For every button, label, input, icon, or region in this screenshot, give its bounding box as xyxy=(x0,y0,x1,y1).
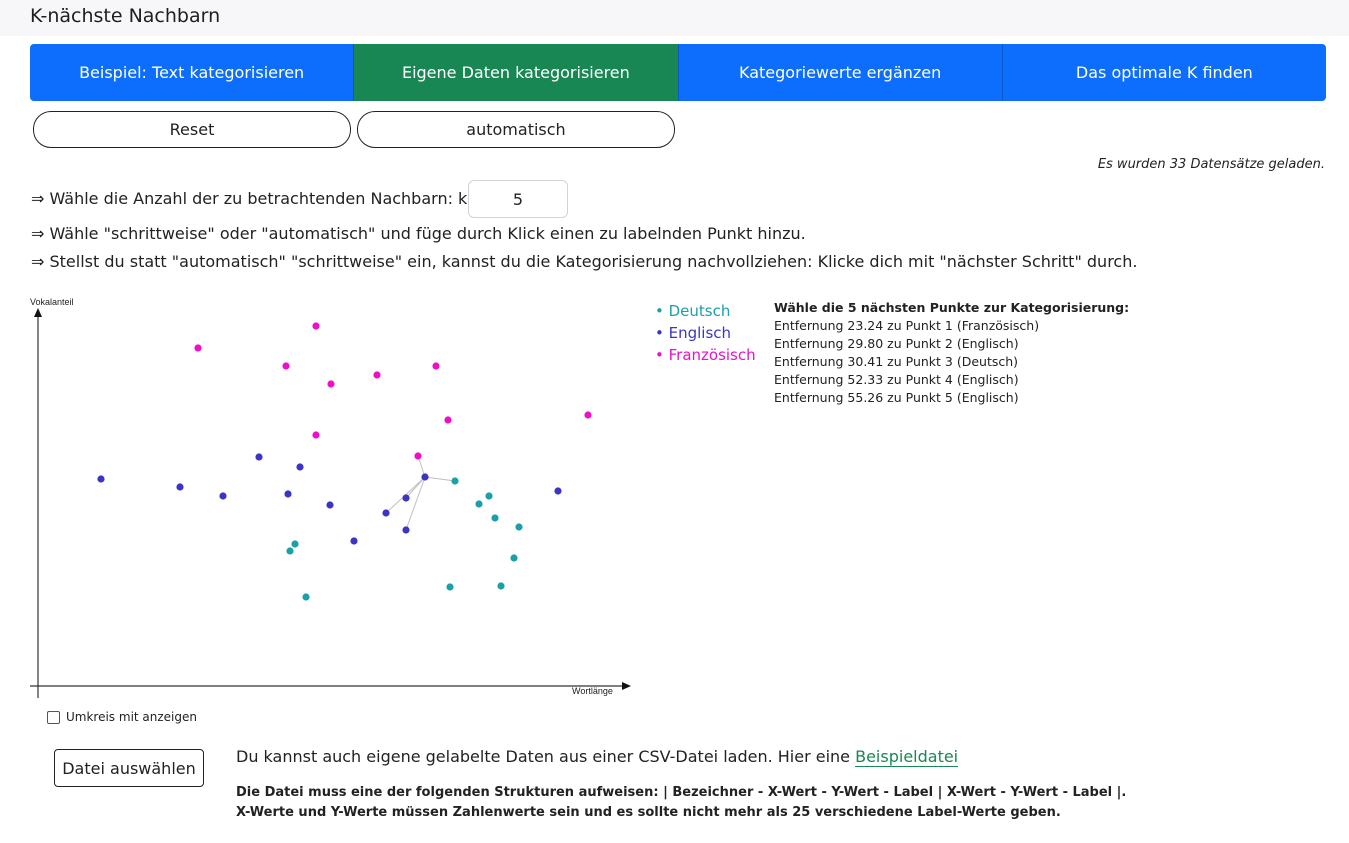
data-point-französisch xyxy=(584,411,592,419)
status-text: Es wurden 33 Datensätze geladen. xyxy=(1097,157,1325,172)
data-point-französisch xyxy=(312,431,320,439)
umkreis-option[interactable]: Umkreis mit anzeigen xyxy=(47,710,197,724)
legend-item-deutsch: • Deutsch xyxy=(655,302,731,320)
y-axis-label: Vokalanteil xyxy=(30,297,74,307)
data-point-englisch xyxy=(284,490,292,498)
data-point-englisch xyxy=(296,463,304,471)
data-point-englisch xyxy=(350,537,358,545)
data-point-deutsch xyxy=(286,547,294,555)
data-point-englisch xyxy=(382,509,390,517)
page-title: K-nächste Nachbarn xyxy=(30,5,221,27)
csv-info-label: Du kannst auch eigene gelabelte Daten au… xyxy=(236,747,851,766)
data-point-deutsch xyxy=(451,477,459,485)
legend-item-englisch: • Englisch xyxy=(655,324,732,342)
umkreis-checkbox[interactable] xyxy=(47,710,60,724)
data-point-deutsch xyxy=(291,540,299,548)
csv-info-text: Du kannst auch eigene gelabelte Daten au… xyxy=(236,747,959,767)
file-value-rule: X-Werte und Y-Werte müssen Zahlenwerte s… xyxy=(236,805,1061,820)
tab-example-text[interactable]: Beispiel: Text kategorisieren xyxy=(30,44,355,101)
neighbor-results: Wähle die 5 nächsten Punkte zur Kategori… xyxy=(774,299,1129,407)
instruction-step2: ⇒ Stellst du statt "automatisch" "schrit… xyxy=(31,252,1138,271)
file-structure-rule: Die Datei muss eine der folgenden Strukt… xyxy=(236,785,1127,800)
data-point-deutsch xyxy=(475,500,483,508)
instruction-step1: ⇒ Wähle "schrittweise" oder "automatisch… xyxy=(31,224,806,243)
mode-toggle-button[interactable]: automatisch xyxy=(357,111,675,148)
result-line: Entfernung 29.80 zu Punkt 2 (Englisch) xyxy=(774,336,1019,351)
data-point-englisch xyxy=(97,475,105,483)
data-point-französisch xyxy=(312,322,320,330)
result-line: Entfernung 23.24 zu Punkt 1 (Französisch… xyxy=(774,318,1040,333)
example-file-link[interactable]: Beispieldatei xyxy=(855,747,959,767)
data-point-englisch xyxy=(402,494,410,502)
legend-label-franzoesisch: Französisch xyxy=(668,346,756,364)
chart-legend: • Deutsch • Englisch • Französisch xyxy=(655,300,756,366)
tab-optimal-k[interactable]: Das optimale K finden xyxy=(1002,44,1326,101)
x-axis-arrow xyxy=(622,682,631,690)
tab-bar: Beispiel: Text kategorisieren Eigene Dat… xyxy=(30,44,1326,101)
header-bar: K-nächste Nachbarn xyxy=(0,0,1349,36)
data-point-deutsch xyxy=(485,492,493,500)
result-line: Entfernung 30.41 zu Punkt 3 (Deutsch) xyxy=(774,354,1019,369)
data-point-französisch xyxy=(194,344,202,352)
data-point-französisch xyxy=(432,362,440,370)
data-point-englisch xyxy=(554,487,562,495)
legend-item-franzoesisch: • Französisch xyxy=(655,346,756,364)
data-point-englisch xyxy=(326,501,334,509)
data-point-französisch xyxy=(282,362,290,370)
tab-own-data[interactable]: Eigene Daten kategorisieren xyxy=(354,44,679,101)
data-point-deutsch xyxy=(491,514,499,522)
data-point-deutsch xyxy=(302,593,310,601)
data-point-englisch xyxy=(219,492,227,500)
results-heading: Wähle die 5 nächsten Punkte zur Kategori… xyxy=(774,300,1130,315)
neighbor-line xyxy=(405,476,426,531)
k-input[interactable]: 5 xyxy=(468,180,568,218)
neighbor-line xyxy=(424,476,456,482)
data-point-deutsch xyxy=(446,583,454,591)
data-point-deutsch xyxy=(515,523,523,531)
query-point xyxy=(421,473,429,481)
data-point-englisch xyxy=(402,526,410,534)
data-point-englisch xyxy=(176,483,184,491)
legend-label-englisch: Englisch xyxy=(668,324,732,342)
result-line: Entfernung 52.33 zu Punkt 4 (Englisch) xyxy=(774,372,1019,387)
data-point-deutsch xyxy=(510,554,518,562)
umkreis-label: Umkreis mit anzeigen xyxy=(66,710,197,724)
data-point-französisch xyxy=(373,371,381,379)
legend-label-deutsch: Deutsch xyxy=(668,302,731,320)
data-point-französisch xyxy=(444,416,452,424)
x-axis-label: Wortlänge xyxy=(572,686,613,696)
file-select-button[interactable]: Datei auswählen xyxy=(54,749,204,787)
reset-button[interactable]: Reset xyxy=(33,111,351,148)
data-point-englisch xyxy=(255,453,263,461)
neighbor-line xyxy=(417,455,426,478)
data-point-deutsch xyxy=(497,582,505,590)
y-axis-arrow xyxy=(34,308,42,317)
knn-scatter-plot[interactable]: Vokalanteil Wortlänge xyxy=(28,294,638,704)
k-prompt: ⇒ Wähle die Anzahl der zu betrachtenden … xyxy=(31,189,468,208)
result-line: Entfernung 55.26 zu Punkt 5 (Englisch) xyxy=(774,390,1019,405)
data-point-französisch xyxy=(414,452,422,460)
data-point-französisch xyxy=(327,380,335,388)
tab-add-category-values[interactable]: Kategoriewerte ergänzen xyxy=(678,44,1003,101)
